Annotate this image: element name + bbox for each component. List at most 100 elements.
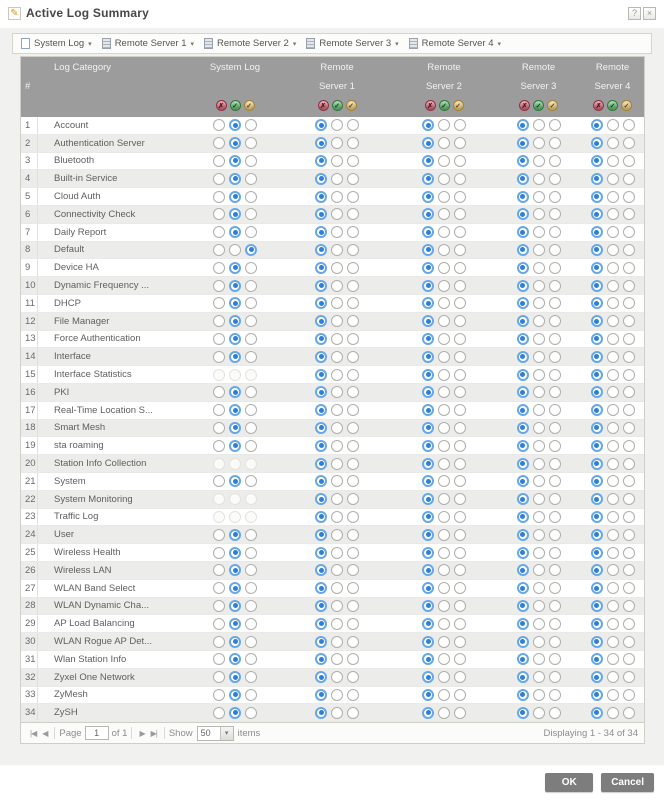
system-log-normal-radio[interactable]	[229, 439, 241, 452]
remote-server-3-debug-radio[interactable]	[548, 546, 561, 559]
system-log-disable-radio[interactable]	[213, 564, 225, 577]
remote-server-1-normal-radio[interactable]	[331, 493, 343, 506]
remote-server-4-normal-radio[interactable]	[606, 119, 619, 132]
remote-server-1-normal-radio[interactable]	[331, 208, 343, 221]
remote-server-2-disable-radio[interactable]	[422, 617, 434, 630]
remote-server-3-debug-radio[interactable]	[548, 119, 561, 132]
remote-server-3-debug-radio[interactable]	[548, 475, 561, 488]
remote-server-4-normal-radio[interactable]	[606, 493, 619, 506]
remote-server-3-normal-radio[interactable]	[532, 226, 545, 239]
remote-server-1-disable-radio[interactable]	[315, 315, 327, 328]
remote-server-1-normal-radio[interactable]	[331, 226, 343, 239]
system-log-debug-radio[interactable]	[245, 137, 257, 150]
remote-server-1-disable-radio[interactable]	[315, 617, 327, 630]
remote-server-1-disable-radio[interactable]	[315, 261, 327, 274]
remote-server-4-disable-radio[interactable]	[590, 688, 603, 701]
remote-server-2-normal-radio[interactable]	[438, 137, 450, 150]
remote-server-3-disable-radio[interactable]	[516, 653, 529, 666]
remote-server-4-debug-radio[interactable]	[622, 368, 635, 381]
system-log-normal-radio[interactable]	[229, 332, 241, 345]
remote-server-1-normal-radio[interactable]	[331, 190, 343, 203]
remote-server-3-normal-radio[interactable]	[532, 350, 545, 363]
remote-server-4-disable-radio[interactable]	[590, 546, 603, 559]
remote-server-1-debug-radio[interactable]	[347, 688, 359, 701]
remote-server-1-normal-radio[interactable]	[331, 706, 343, 719]
system-log-debug-radio[interactable]	[245, 404, 257, 417]
remote-server-1-normal-radio[interactable]	[331, 546, 343, 559]
remote-server-4-disable-radio[interactable]	[590, 297, 603, 310]
remote-server-3-debug-radio[interactable]	[548, 404, 561, 417]
remote-server-4-debug-radio[interactable]	[622, 475, 635, 488]
system-log-normal-radio[interactable]	[229, 297, 241, 310]
remote-server-1-debug-radio[interactable]	[347, 315, 359, 328]
remote-server-4-normal-radio[interactable]	[606, 421, 619, 434]
remote-server-1-normal-radio[interactable]	[331, 421, 343, 434]
system-log-debug-radio[interactable]	[245, 315, 257, 328]
remote-server-3-normal-radio[interactable]	[532, 617, 545, 630]
remote-server-4-disable-radio[interactable]	[590, 279, 603, 292]
remote-server-3-normal-radio[interactable]	[532, 688, 545, 701]
remote-server-1-normal-radio[interactable]	[331, 297, 343, 310]
system-log-disable-radio[interactable]	[213, 208, 225, 221]
remote-server-2-normal-radio[interactable]	[438, 208, 450, 221]
remote-server-1-debug-radio[interactable]	[347, 457, 359, 470]
remote-server-3-disable-radio[interactable]	[516, 154, 529, 167]
remote-server-3-normal-radio[interactable]	[532, 510, 545, 523]
remote-server-1-normal-radio[interactable]	[331, 457, 343, 470]
remote-server-3-debug-radio[interactable]	[548, 635, 561, 648]
remote-server-1-disable-radio[interactable]	[315, 421, 327, 434]
remote-server-2-disable-radio[interactable]	[422, 475, 434, 488]
remote-server-2-disable-radio[interactable]	[422, 528, 434, 541]
remote-server-3-normal-radio[interactable]	[532, 421, 545, 434]
remote-server-1-normal-radio[interactable]	[331, 332, 343, 345]
remote-server-4-normal-radio[interactable]	[606, 457, 619, 470]
system-log-normal-radio[interactable]	[229, 243, 241, 256]
system-log-debug-radio[interactable]	[245, 706, 257, 719]
remote-server-4-debug-radio[interactable]	[622, 671, 635, 684]
remote-server-2-normal-radio[interactable]	[438, 404, 450, 417]
remote-server-1-disable-radio[interactable]	[315, 154, 327, 167]
remote-server-1-disable-radio[interactable]	[315, 332, 327, 345]
remote-server-4-normal-radio[interactable]	[606, 208, 619, 221]
remote-server-3-disable-radio[interactable]	[516, 243, 529, 256]
remote-server-3-disable-radio[interactable]	[516, 137, 529, 150]
remote-server-1-disable-radio[interactable]	[315, 528, 327, 541]
remote-server-2-debug-radio[interactable]	[454, 706, 466, 719]
remote-server-4-debug-radio[interactable]	[622, 599, 635, 612]
remote-server-2-debug-radio[interactable]	[454, 386, 466, 399]
remote-server-3-disable-radio[interactable]	[516, 368, 529, 381]
remote-server-3-debug-radio[interactable]	[548, 510, 561, 523]
remote-server-3-disable-radio[interactable]	[516, 546, 529, 559]
remote-server-1-normal-radio[interactable]	[331, 617, 343, 630]
remote-server-1-debug-radio[interactable]	[347, 172, 359, 185]
remote-server-4-normal-radio[interactable]	[606, 261, 619, 274]
remote-server-1-normal-radio[interactable]	[331, 243, 343, 256]
remote-server-2-debug-radio[interactable]	[454, 457, 466, 470]
remote-server-4-debug-radio[interactable]	[622, 332, 635, 345]
system-log-disable-radio[interactable]	[213, 635, 225, 648]
remote-server-3-normal-radio[interactable]	[532, 297, 545, 310]
remote-server-3-normal-radio[interactable]	[532, 119, 545, 132]
remote-server-2-debug-radio[interactable]	[454, 137, 466, 150]
remote-server-2-disable-radio[interactable]	[422, 564, 434, 577]
remote-server-4-disable-radio[interactable]	[590, 475, 603, 488]
system-log-disable-radio[interactable]	[213, 599, 225, 612]
remote-server-3-disable-radio[interactable]	[516, 671, 529, 684]
system-log-disable-radio[interactable]	[213, 226, 225, 239]
remote-server-2-normal-radio[interactable]	[438, 617, 450, 630]
remote-server-2-normal-radio[interactable]	[438, 528, 450, 541]
remote-server-1-debug-radio[interactable]	[347, 617, 359, 630]
remote-server-4-disable-radio[interactable]	[590, 599, 603, 612]
remote-server-3-normal-radio[interactable]	[532, 368, 545, 381]
remote-server-2-normal-radio[interactable]	[438, 332, 450, 345]
system-log-disable-radio[interactable]	[213, 617, 225, 630]
remote-server-3-normal-radio[interactable]	[532, 635, 545, 648]
remote-server-1-debug-radio[interactable]	[347, 279, 359, 292]
remote-server-1-disable-radio[interactable]	[315, 172, 327, 185]
remote-server-4-normal-radio[interactable]	[606, 528, 619, 541]
remote-server-2-disable-radio[interactable]	[422, 154, 434, 167]
remote-server-4-normal-radio[interactable]	[606, 332, 619, 345]
remote-server-2-normal-radio[interactable]	[438, 368, 450, 381]
remote-server-1-disable-radio[interactable]	[315, 439, 327, 452]
system-log-disable-radio[interactable]	[213, 582, 225, 595]
